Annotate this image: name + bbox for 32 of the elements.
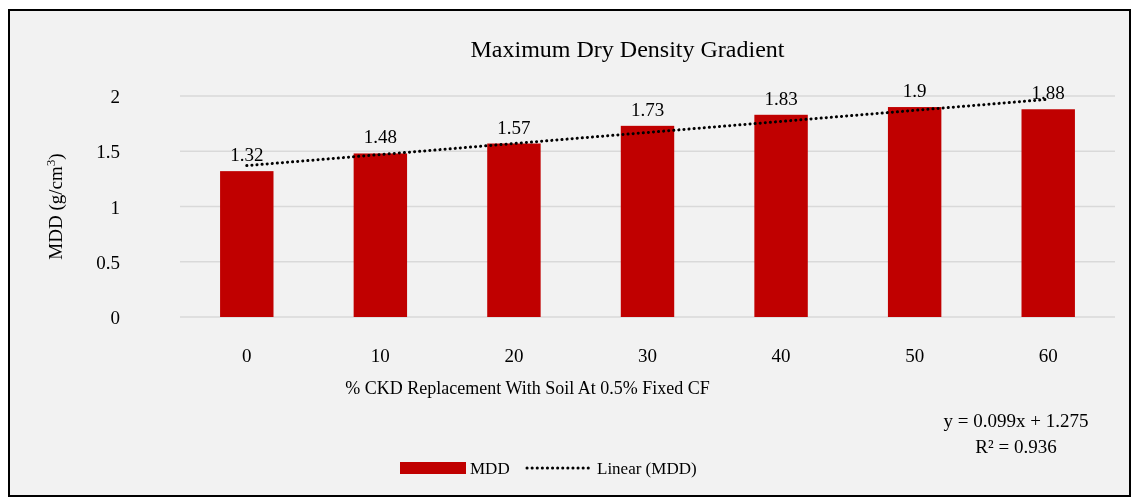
legend-label: Linear (MDD) xyxy=(597,459,697,478)
x-tick-label: 30 xyxy=(638,345,657,366)
data-label: 1.32 xyxy=(230,144,264,166)
y-tick-label: 1.5 xyxy=(96,141,120,163)
bar xyxy=(220,171,274,317)
y-tick-label: 0 xyxy=(110,307,120,328)
bar xyxy=(487,143,541,317)
y-tick-label: 0.5 xyxy=(96,251,120,273)
text: y = 0.099x + 1.275 xyxy=(943,410,1089,431)
legend-label: MDD xyxy=(470,459,510,478)
x-tick-label: 50 xyxy=(905,345,925,366)
bar xyxy=(754,114,808,317)
bar xyxy=(1021,109,1075,317)
y-tick-label: 2 xyxy=(110,86,120,107)
x-tick-label: 10 xyxy=(370,345,390,366)
data-label: 1.9 xyxy=(902,80,927,102)
x-tick-label: 40 xyxy=(771,345,791,366)
x-tick-label: 0 xyxy=(242,345,252,366)
text: R² = 0.936 xyxy=(975,436,1057,457)
x-axis-title: % CKD Replacement With Soil At 0.5% Fixed CF xyxy=(345,378,710,398)
data-label: 1.83 xyxy=(764,87,798,109)
bar xyxy=(353,153,408,317)
x-tick-label: 60 xyxy=(1038,345,1058,366)
data-label: 1.48 xyxy=(363,126,397,148)
y-tick-label: 1 xyxy=(110,196,120,218)
data-label: 1.88 xyxy=(1031,82,1065,104)
chart-title: Maximum Dry Density Gradient xyxy=(470,36,785,62)
data-label: 1.73 xyxy=(630,98,665,120)
bar xyxy=(620,125,675,317)
bar xyxy=(887,107,942,317)
data-label: 1.57 xyxy=(497,116,531,138)
x-tick-label: 20 xyxy=(504,345,524,366)
